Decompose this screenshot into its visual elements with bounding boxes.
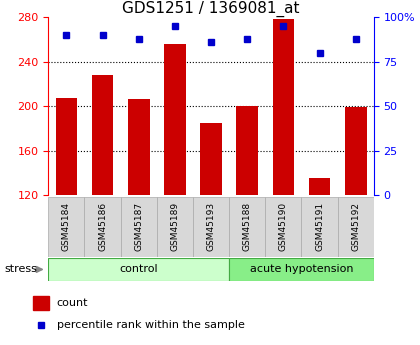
Bar bbox=[33, 296, 49, 310]
Title: GDS1251 / 1369081_at: GDS1251 / 1369081_at bbox=[122, 1, 300, 17]
Bar bbox=[164, 44, 186, 195]
Bar bbox=[229, 197, 265, 257]
Bar bbox=[128, 99, 150, 195]
Text: control: control bbox=[119, 265, 158, 274]
Bar bbox=[309, 178, 331, 195]
Text: GSM45188: GSM45188 bbox=[243, 202, 252, 252]
Text: count: count bbox=[57, 298, 88, 308]
Bar bbox=[345, 107, 367, 195]
Text: GSM45184: GSM45184 bbox=[62, 202, 71, 252]
Bar bbox=[92, 75, 113, 195]
Text: GSM45186: GSM45186 bbox=[98, 202, 107, 252]
Bar bbox=[55, 98, 77, 195]
Bar bbox=[236, 106, 258, 195]
Bar bbox=[157, 197, 193, 257]
Text: percentile rank within the sample: percentile rank within the sample bbox=[57, 320, 244, 330]
Text: GSM45192: GSM45192 bbox=[351, 202, 360, 252]
Text: stress: stress bbox=[4, 265, 37, 274]
Text: GSM45191: GSM45191 bbox=[315, 202, 324, 252]
Bar bbox=[302, 197, 338, 257]
Bar bbox=[48, 197, 84, 257]
Bar bbox=[200, 123, 222, 195]
Bar bbox=[193, 197, 229, 257]
Text: acute hypotension: acute hypotension bbox=[250, 265, 353, 274]
Bar bbox=[84, 197, 121, 257]
Bar bbox=[265, 197, 302, 257]
Text: GSM45193: GSM45193 bbox=[207, 202, 215, 252]
Bar bbox=[229, 258, 374, 281]
Bar bbox=[121, 197, 157, 257]
Text: GSM45187: GSM45187 bbox=[134, 202, 143, 252]
Bar bbox=[48, 258, 229, 281]
Text: GSM45189: GSM45189 bbox=[171, 202, 179, 252]
Bar bbox=[273, 19, 294, 195]
Bar bbox=[338, 197, 374, 257]
Text: GSM45190: GSM45190 bbox=[279, 202, 288, 252]
